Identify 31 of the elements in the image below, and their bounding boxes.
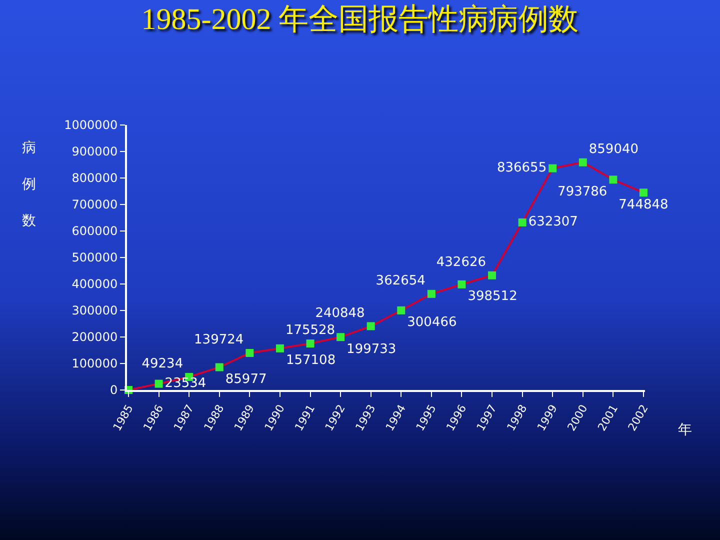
text: 病例数: [22, 140, 36, 229]
data-label: 175528: [285, 323, 336, 338]
y-tick-label: 600000: [72, 224, 118, 238]
y-tick-label: 0: [110, 383, 118, 398]
y-tick-label: 100000: [72, 356, 118, 371]
data-label: 157108: [286, 353, 336, 368]
data-label: 398512: [468, 289, 518, 304]
y-tick-label: 400000: [72, 277, 118, 292]
y-tick-label: 700000: [72, 198, 118, 212]
data-label: 85977: [225, 372, 267, 387]
data-label: 199733: [346, 342, 396, 357]
data-label: 859040: [588, 142, 639, 158]
data-label: 49234: [142, 356, 184, 372]
data-label: 836655: [496, 160, 547, 176]
data-label: 139724: [194, 332, 244, 348]
y-tick-label: 900000: [72, 144, 118, 159]
chart-title: 1985-2002 年全国报告性病病例数: [141, 3, 579, 36]
data-label: 793786: [558, 184, 608, 200]
y-tick-label: 1000000: [64, 118, 118, 132]
y-tick-label: 500000: [72, 250, 118, 265]
data-label: 300466: [407, 315, 457, 330]
data-label: 240848: [315, 306, 365, 321]
y-tick-label: 200000: [72, 330, 118, 344]
data-label: 632307: [528, 214, 578, 230]
y-tick-label: 800000: [72, 171, 118, 186]
data-label: 744848: [618, 197, 668, 212]
data-label: 432626: [436, 255, 486, 270]
x-axis-title: 年: [678, 422, 692, 438]
data-label: 362654: [376, 274, 426, 289]
y-tick-label: 300000: [72, 304, 118, 318]
data-label: 23534: [164, 376, 206, 392]
